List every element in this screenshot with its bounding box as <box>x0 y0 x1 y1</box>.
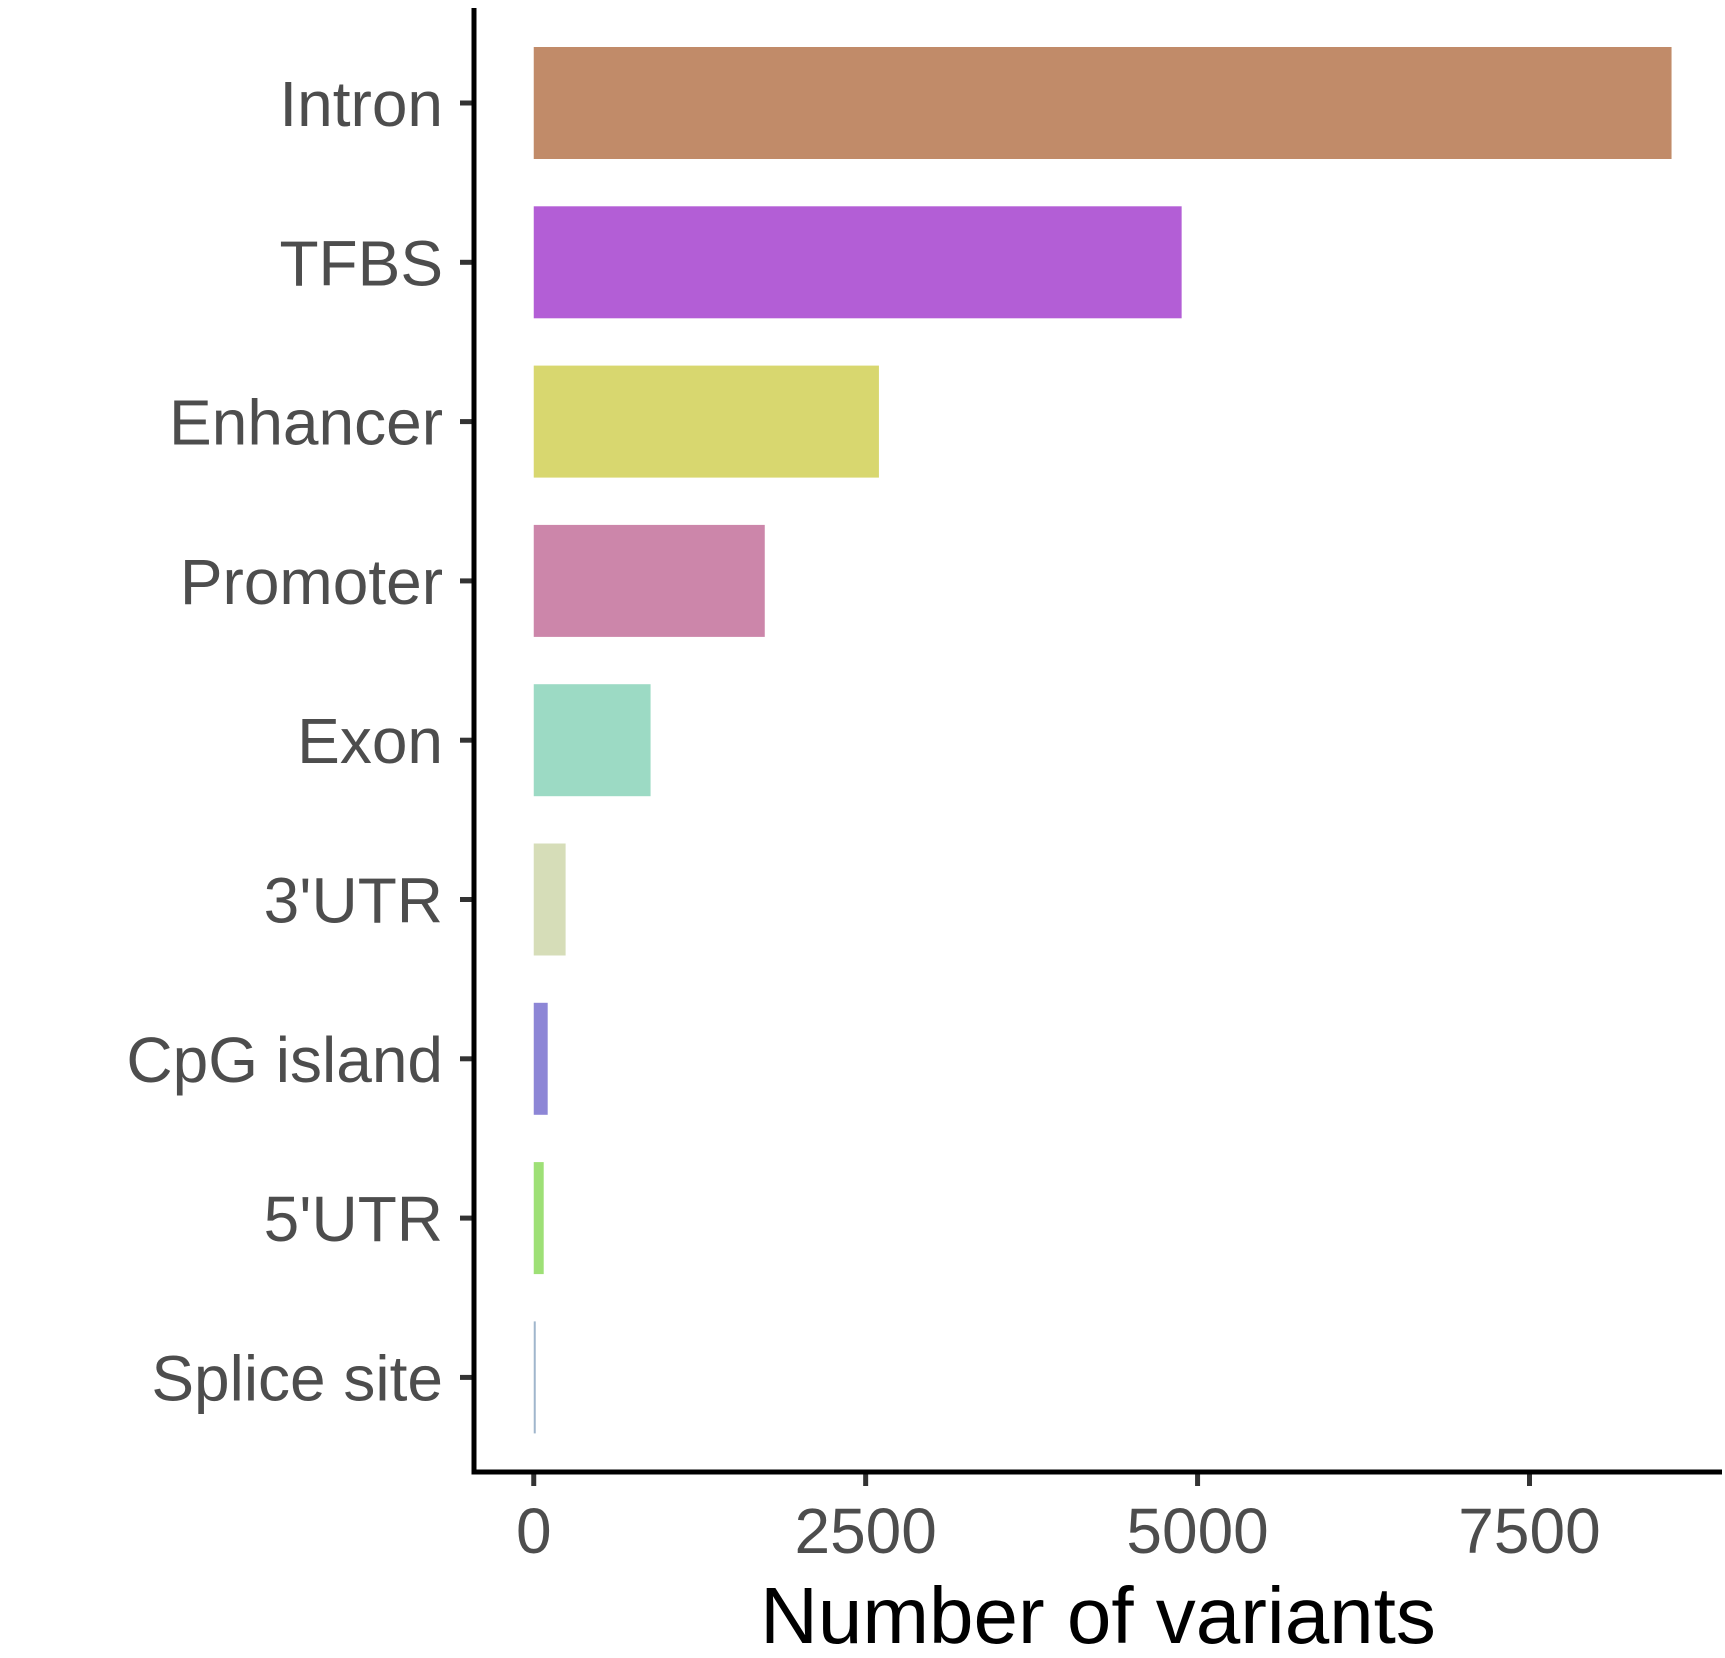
x-tick-label-5000: 5000 <box>1126 1495 1268 1567</box>
x-tick-label-7500: 7500 <box>1458 1495 1600 1567</box>
category-label-splice-site: Splice site <box>151 1342 443 1414</box>
category-label-5-utr: 5'UTR <box>264 1183 443 1255</box>
category-label-cpg-island: CpG island <box>126 1024 443 1096</box>
bar-splice-site <box>533 1321 536 1434</box>
bar-5-utr <box>533 1162 544 1275</box>
x-tick-label-2500: 2500 <box>794 1495 936 1567</box>
x-axis-title: Number of variants <box>760 1571 1436 1653</box>
category-label-enhancer: Enhancer <box>169 387 443 459</box>
category-label-intron: Intron <box>279 68 443 140</box>
category-label-exon: Exon <box>297 705 443 777</box>
bar-promoter <box>533 524 765 637</box>
bar-enhancer <box>533 365 879 478</box>
category-label-3-utr: 3'UTR <box>264 865 443 937</box>
bars-layer <box>533 47 1672 1434</box>
bar-cpg-island <box>533 1002 548 1115</box>
category-label-tfbs: TFBS <box>279 227 443 299</box>
category-label-promoter: Promoter <box>180 546 443 618</box>
bar-tfbs <box>533 206 1182 319</box>
bar-exon <box>533 684 651 797</box>
bar-3-utr <box>533 843 566 956</box>
x-tick-label-0: 0 <box>516 1495 552 1567</box>
bar-intron <box>533 47 1672 159</box>
labels-layer: Intron TFBS Enhancer Promoter Exon 3'UTR CpG i… <box>126 68 1600 1567</box>
